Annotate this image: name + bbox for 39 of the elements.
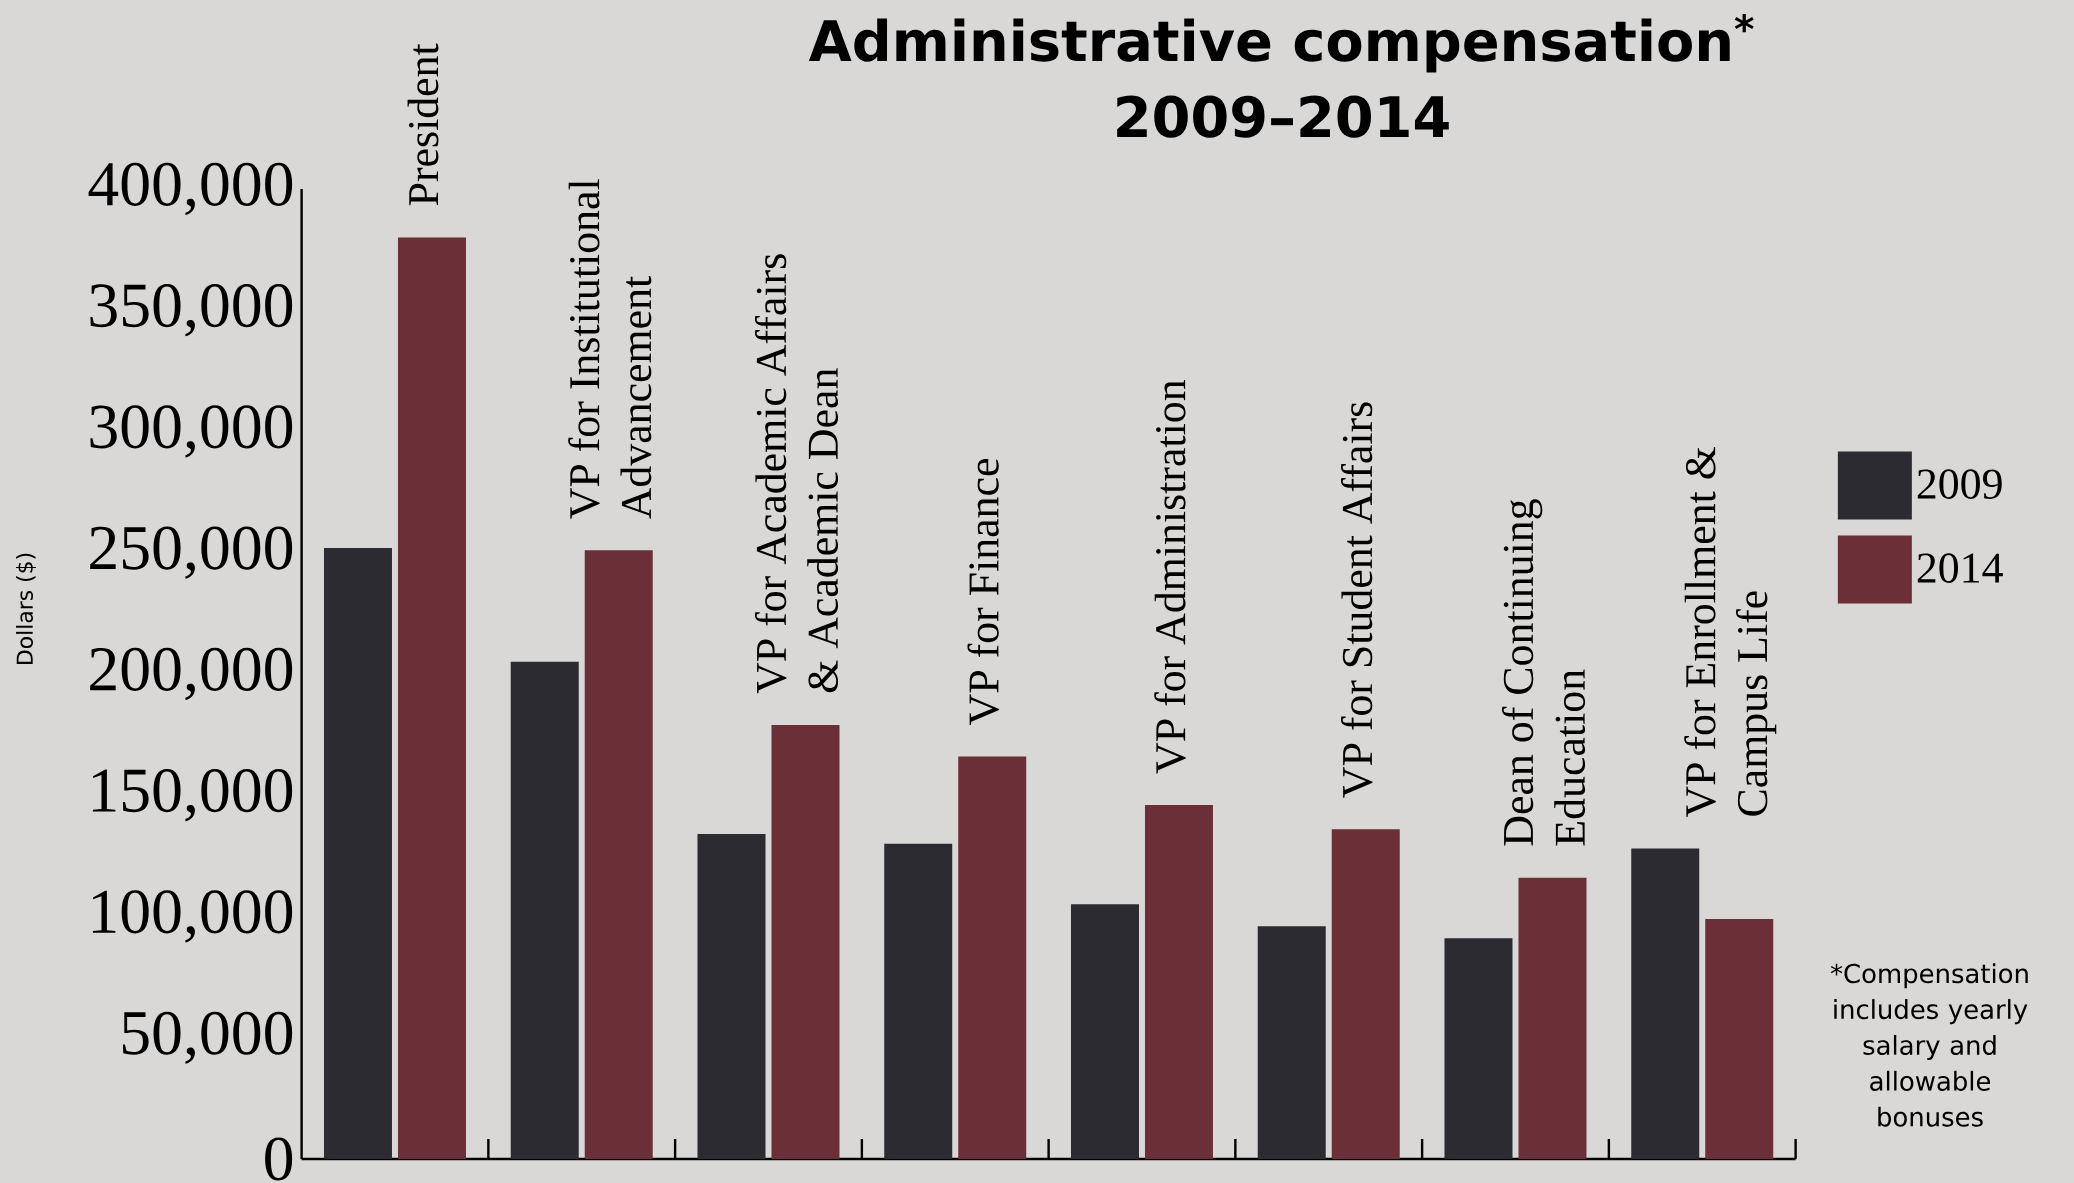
x-tick-label: VP for Institutional Advancement (568, 179, 652, 519)
y-tick-label: 150,000 (92, 769, 293, 822)
bar (1518, 877, 1587, 1159)
bar (510, 661, 579, 1159)
bar (884, 843, 953, 1159)
x-tick-label: VP for Enrollment & Campus Life (1684, 446, 1777, 818)
y-tick-label: 100,000 (92, 890, 293, 943)
y-axis-title: Dollars ($) (16, 553, 36, 664)
bar (697, 834, 766, 1159)
text: *Compensation includes yearly salary and allowable bonuses (1830, 963, 2028, 1127)
legend-label: 2014 (1917, 553, 2003, 583)
x-tick-label: VP for Administration (1154, 380, 1186, 774)
bar (1444, 938, 1513, 1159)
bar (584, 550, 653, 1159)
bar (1070, 904, 1139, 1159)
y-tick-label: 300,000 (90, 405, 293, 458)
x-tick-label: VP for Academic Affairs & Academic Dean (754, 254, 839, 694)
y-tick-label: 250,000 (90, 526, 293, 579)
bar (1331, 829, 1400, 1159)
x-tick-label: President (407, 43, 439, 206)
chart-subtitle: 2009–2014 (1117, 95, 1449, 138)
legend-label: 2009 (1917, 469, 2002, 499)
bar (1705, 918, 1774, 1159)
bar (397, 237, 466, 1159)
bar (1144, 804, 1213, 1159)
x-tick-label: Dean of Continuing Education (1501, 499, 1586, 846)
bar (323, 547, 392, 1159)
y-tick-label: 400,000 (88, 162, 293, 216)
chart-title: Administrative compensation$^{*}$ (808, 13, 1754, 73)
x-tick-label: VP for Student Affairs (1340, 402, 1373, 798)
bar (1257, 926, 1326, 1159)
bar (958, 756, 1027, 1159)
bar (771, 724, 840, 1159)
y-tick-label: 0 (265, 1137, 293, 1181)
bar (1631, 848, 1700, 1159)
y-tick-label: 200,000 (90, 647, 293, 701)
y-tick-label: 50,000 (122, 1011, 293, 1064)
y-tick-label: 350,000 (90, 284, 293, 337)
x-tick-label: VP for Finance (967, 459, 1000, 725)
